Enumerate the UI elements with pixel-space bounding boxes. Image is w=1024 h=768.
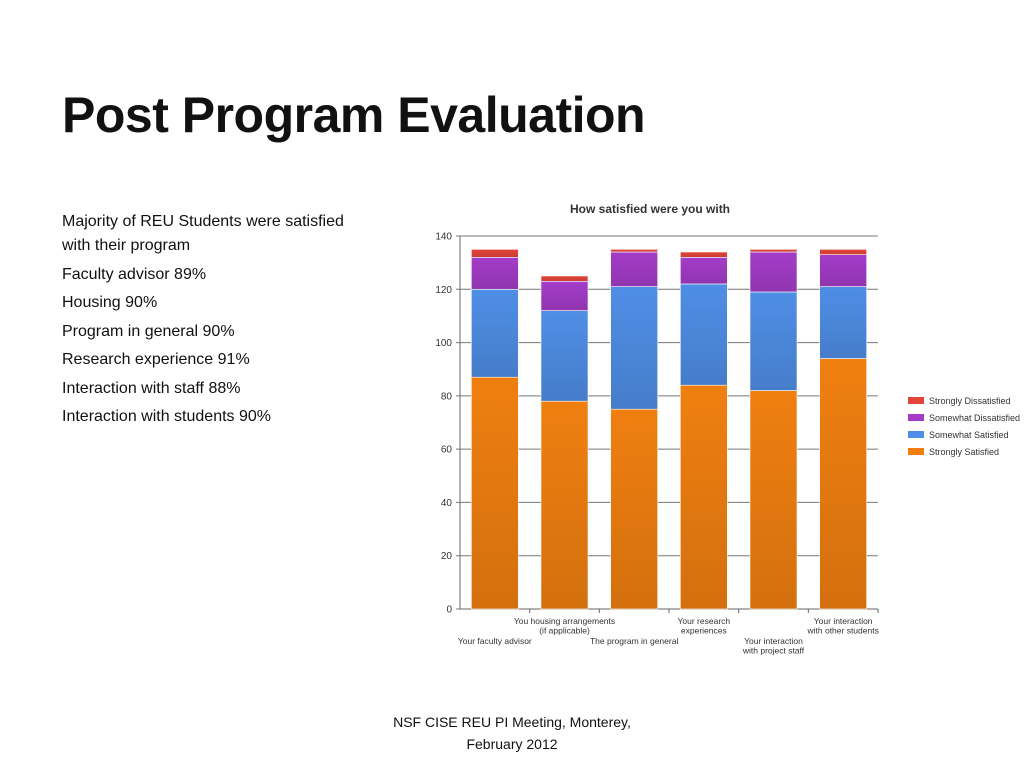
stacked-bar-chart: How satisfied were you with 0 20 40 60 80 100 1… <box>435 202 1020 656</box>
x-tick-label: Your interaction with other students <box>806 616 878 636</box>
x-tick-label-line: with other students <box>806 626 878 636</box>
bar-segment <box>680 283 728 386</box>
bullet-item: Faculty advisor 89% <box>62 265 207 283</box>
y-tick-label: 0 <box>446 605 452 616</box>
footer-line: NSF CISE REU PI Meeting, Monterey, <box>393 714 631 730</box>
bar-segment <box>471 376 519 610</box>
bar-segment <box>610 249 658 253</box>
bar-segment <box>540 310 589 402</box>
bar-segment <box>680 257 728 285</box>
x-tick-label: The program in general <box>590 636 678 646</box>
bullet-item: Majority of REU Students were satisfied … <box>62 213 344 254</box>
legend-swatch <box>908 397 924 404</box>
bar-segment <box>471 249 519 258</box>
x-tick-label-line: You housing arrangements <box>514 616 615 626</box>
footer-line: February 2012 <box>466 736 558 752</box>
bar-segment <box>819 254 867 287</box>
bar-segment <box>540 275 589 282</box>
x-tick-label-line: with project staff <box>742 646 805 656</box>
legend-label: Strongly Satisfied <box>929 447 999 457</box>
x-tick-label-line: Your faculty advisor <box>458 636 532 646</box>
legend-swatch <box>908 414 924 421</box>
y-tick-label: 120 <box>435 285 452 296</box>
x-tick-label-line: Your interaction <box>814 616 873 626</box>
bar-segment <box>610 251 658 287</box>
bar-segment <box>610 286 658 410</box>
x-tick-label: You housing arrangements (if applicable) <box>514 616 615 636</box>
bullet-item: Research experience 91% <box>62 351 250 368</box>
bar-segment <box>749 291 798 391</box>
bullet-list: Majority of REU Students were satisfied … <box>62 210 352 434</box>
bar-segment <box>471 257 519 290</box>
bar-segment <box>819 286 867 359</box>
y-tick-label: 80 <box>441 391 453 402</box>
bar-segment <box>819 249 867 255</box>
bar-segment <box>471 288 519 378</box>
bar-segment <box>540 280 589 311</box>
bar-segment <box>680 251 728 258</box>
bar-segment <box>610 408 658 610</box>
bullet-item: Interaction with staff 88% <box>62 379 241 397</box>
x-tick-label-line: experiences <box>681 626 727 636</box>
bar-segment <box>749 251 798 293</box>
chart-title: How satisfied were you with <box>570 202 730 216</box>
x-tick-label: Your research experiences <box>678 616 731 636</box>
x-tick-label: Your interaction with project staff <box>742 636 805 656</box>
x-tick-label-line: The program in general <box>590 636 678 646</box>
y-tick-label: 140 <box>435 232 452 243</box>
y-tick-label: 40 <box>441 498 453 509</box>
x-tick-label: Your faculty advisor <box>458 636 532 646</box>
legend-label: Somewhat Satisfied <box>929 430 1009 440</box>
bullet-item: Interaction with students 90% <box>62 408 272 425</box>
bullet-item: Housing 90% <box>62 294 158 311</box>
x-tick-label-line: (if applicable) <box>539 626 590 636</box>
slide-title: Post Program Evaluation <box>62 87 646 143</box>
bar-segment <box>680 384 728 610</box>
slide-footer: NSF CISE REU PI Meeting, Monterey, Februa… <box>362 711 662 755</box>
x-tick-label-line: Your research <box>678 616 731 626</box>
legend-label: Strongly Dissatisfied <box>929 396 1011 406</box>
bar-segment <box>749 249 798 253</box>
legend-swatch <box>908 431 924 438</box>
legend-swatch <box>908 448 924 455</box>
x-tick-label-line: Your interaction <box>744 636 803 646</box>
y-tick-label: 100 <box>435 338 452 349</box>
y-tick-label: 60 <box>441 445 453 456</box>
y-tick-label: 20 <box>441 551 453 562</box>
bar-segment <box>749 390 798 610</box>
legend-label: Somewhat Dissatisfied <box>929 413 1020 423</box>
bar-segment <box>819 358 867 610</box>
bar-segment <box>540 400 589 610</box>
bullet-item: Program in general 90% <box>62 322 235 340</box>
